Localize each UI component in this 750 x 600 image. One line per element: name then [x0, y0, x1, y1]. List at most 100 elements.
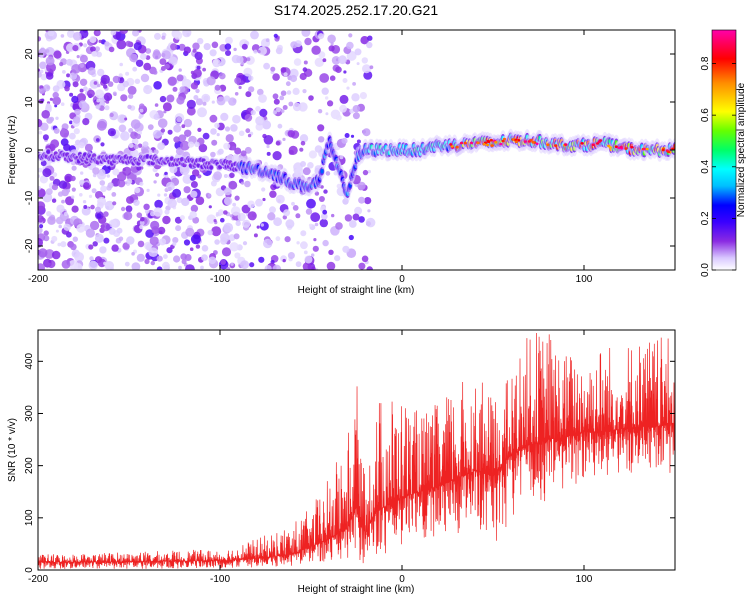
spectrogram-cell	[273, 98, 280, 105]
spectrogram-cell	[303, 250, 308, 255]
spectrogram-cell	[321, 87, 329, 95]
spectrogram-cell	[366, 41, 373, 49]
spectrogram-cell	[213, 171, 223, 181]
spectrogram-cell	[135, 59, 144, 67]
x-tick-label: -200	[28, 574, 48, 585]
spectrogram-cell	[125, 40, 132, 47]
x-tick-label: 0	[399, 574, 405, 585]
spectrogram-cell	[60, 102, 65, 106]
spectrogram-cell	[241, 43, 248, 50]
spectrogram-cell	[133, 144, 139, 150]
spectrogram-cell	[218, 165, 222, 169]
spectrogram-cell	[317, 109, 323, 114]
spectrogram-cell	[352, 112, 360, 120]
x-tick-label: 100	[576, 574, 593, 585]
spectrogram-cell	[66, 58, 73, 66]
spectrogram-cell	[122, 80, 129, 88]
spectrogram-cell	[103, 261, 107, 266]
spectrogram-cell	[339, 155, 344, 160]
spectrogram-cell	[302, 67, 308, 72]
spectrogram-cell	[96, 83, 101, 88]
spectrogram-cell	[463, 141, 467, 145]
spectrogram-cell	[308, 95, 314, 101]
spectrogram-cell	[197, 127, 202, 132]
spectrogram-cell	[64, 173, 73, 183]
colorbar-gradient	[711, 29, 737, 271]
spectrogram-cell	[334, 255, 341, 262]
spectrogram-cell	[180, 93, 185, 98]
spectrogram-cell	[179, 215, 185, 221]
spectrogram-cell	[72, 31, 82, 41]
spectrogram-cell	[247, 133, 252, 138]
spectrogram-cell	[225, 134, 234, 143]
spectrogram-cell	[210, 128, 217, 135]
spectrogram-cell	[46, 150, 50, 154]
spectrogram-cell	[181, 78, 192, 89]
spectrogram-cell	[158, 238, 167, 246]
spectrogram-cell	[317, 124, 325, 132]
spectrogram-cell	[134, 78, 141, 85]
spectrogram-cell	[97, 258, 107, 268]
spectrogram-cell	[266, 144, 270, 149]
spectrogram-cell	[132, 66, 138, 72]
spectrogram-cell	[210, 151, 216, 158]
spectrogram-cell	[157, 226, 166, 235]
spectrogram-cell	[263, 135, 274, 145]
spectrogram-cell	[262, 197, 266, 202]
spectrogram-cell	[111, 192, 117, 197]
spectrogram-cell	[318, 33, 324, 40]
spectrogram-cell	[39, 69, 44, 74]
spectrogram-cell	[257, 88, 264, 96]
spectrogram-cell	[210, 180, 217, 187]
spectrogram-cell	[295, 213, 301, 219]
spectrogram-cell	[72, 45, 79, 52]
spectrogram-cell	[38, 186, 41, 191]
spectrogram-cell	[89, 35, 97, 44]
spectrogram-cell	[212, 59, 219, 65]
spectrogram-cell	[335, 114, 342, 121]
spectrogram-cell	[667, 150, 671, 154]
spectrogram-cell	[331, 56, 341, 65]
spectrogram-cell	[116, 227, 123, 234]
spectrogram-cell	[200, 265, 204, 270]
spectrogram-cell	[266, 151, 271, 156]
spectrogram-cell	[38, 226, 43, 234]
spectrogram-cell	[230, 206, 241, 216]
spectrogram-cell	[244, 146, 252, 154]
spectrogram-cell	[69, 120, 73, 125]
spectrogram-cell	[357, 181, 366, 191]
spectrogram-cell	[176, 96, 185, 105]
spectrogram-cell	[288, 145, 298, 155]
spectrogram-cell	[220, 217, 225, 223]
spectrogram-cell	[183, 239, 191, 246]
spectrogram-cell	[108, 227, 116, 235]
spectrogram-cell	[292, 87, 300, 95]
spectrogram-cell	[89, 256, 94, 261]
spectrogram-cell	[335, 222, 343, 230]
spectrogram-cell	[220, 210, 224, 215]
spectrogram-cell	[455, 145, 459, 149]
spectrogram-cell	[223, 210, 228, 215]
spectrogram-cell	[72, 81, 79, 88]
spectrogram-cell	[318, 51, 326, 59]
spectrogram-cell	[216, 96, 226, 106]
colorbar-tick-label: 0.8	[700, 56, 711, 70]
spectrogram-cell	[139, 224, 144, 230]
spectrogram-cell	[298, 102, 308, 112]
spectrogram-cell	[128, 128, 134, 133]
spectrogram-cell	[240, 260, 250, 269]
spectrogram-cell	[111, 244, 119, 252]
spectrogram-cell	[160, 128, 166, 133]
spectrogram-cell	[118, 73, 123, 78]
spectrogram-cell	[369, 65, 374, 70]
spectrogram-cell	[240, 150, 247, 157]
spectrogram-cell	[232, 202, 237, 207]
spectrogram-cell	[74, 108, 81, 116]
spectrogram-cell	[112, 168, 120, 176]
spectrogram-cell	[176, 197, 183, 204]
spectrogram-cell	[60, 34, 65, 38]
spectrogram-cell	[72, 116, 81, 124]
spectrogram-cell	[213, 219, 217, 223]
spectrogram-cell	[225, 36, 233, 45]
